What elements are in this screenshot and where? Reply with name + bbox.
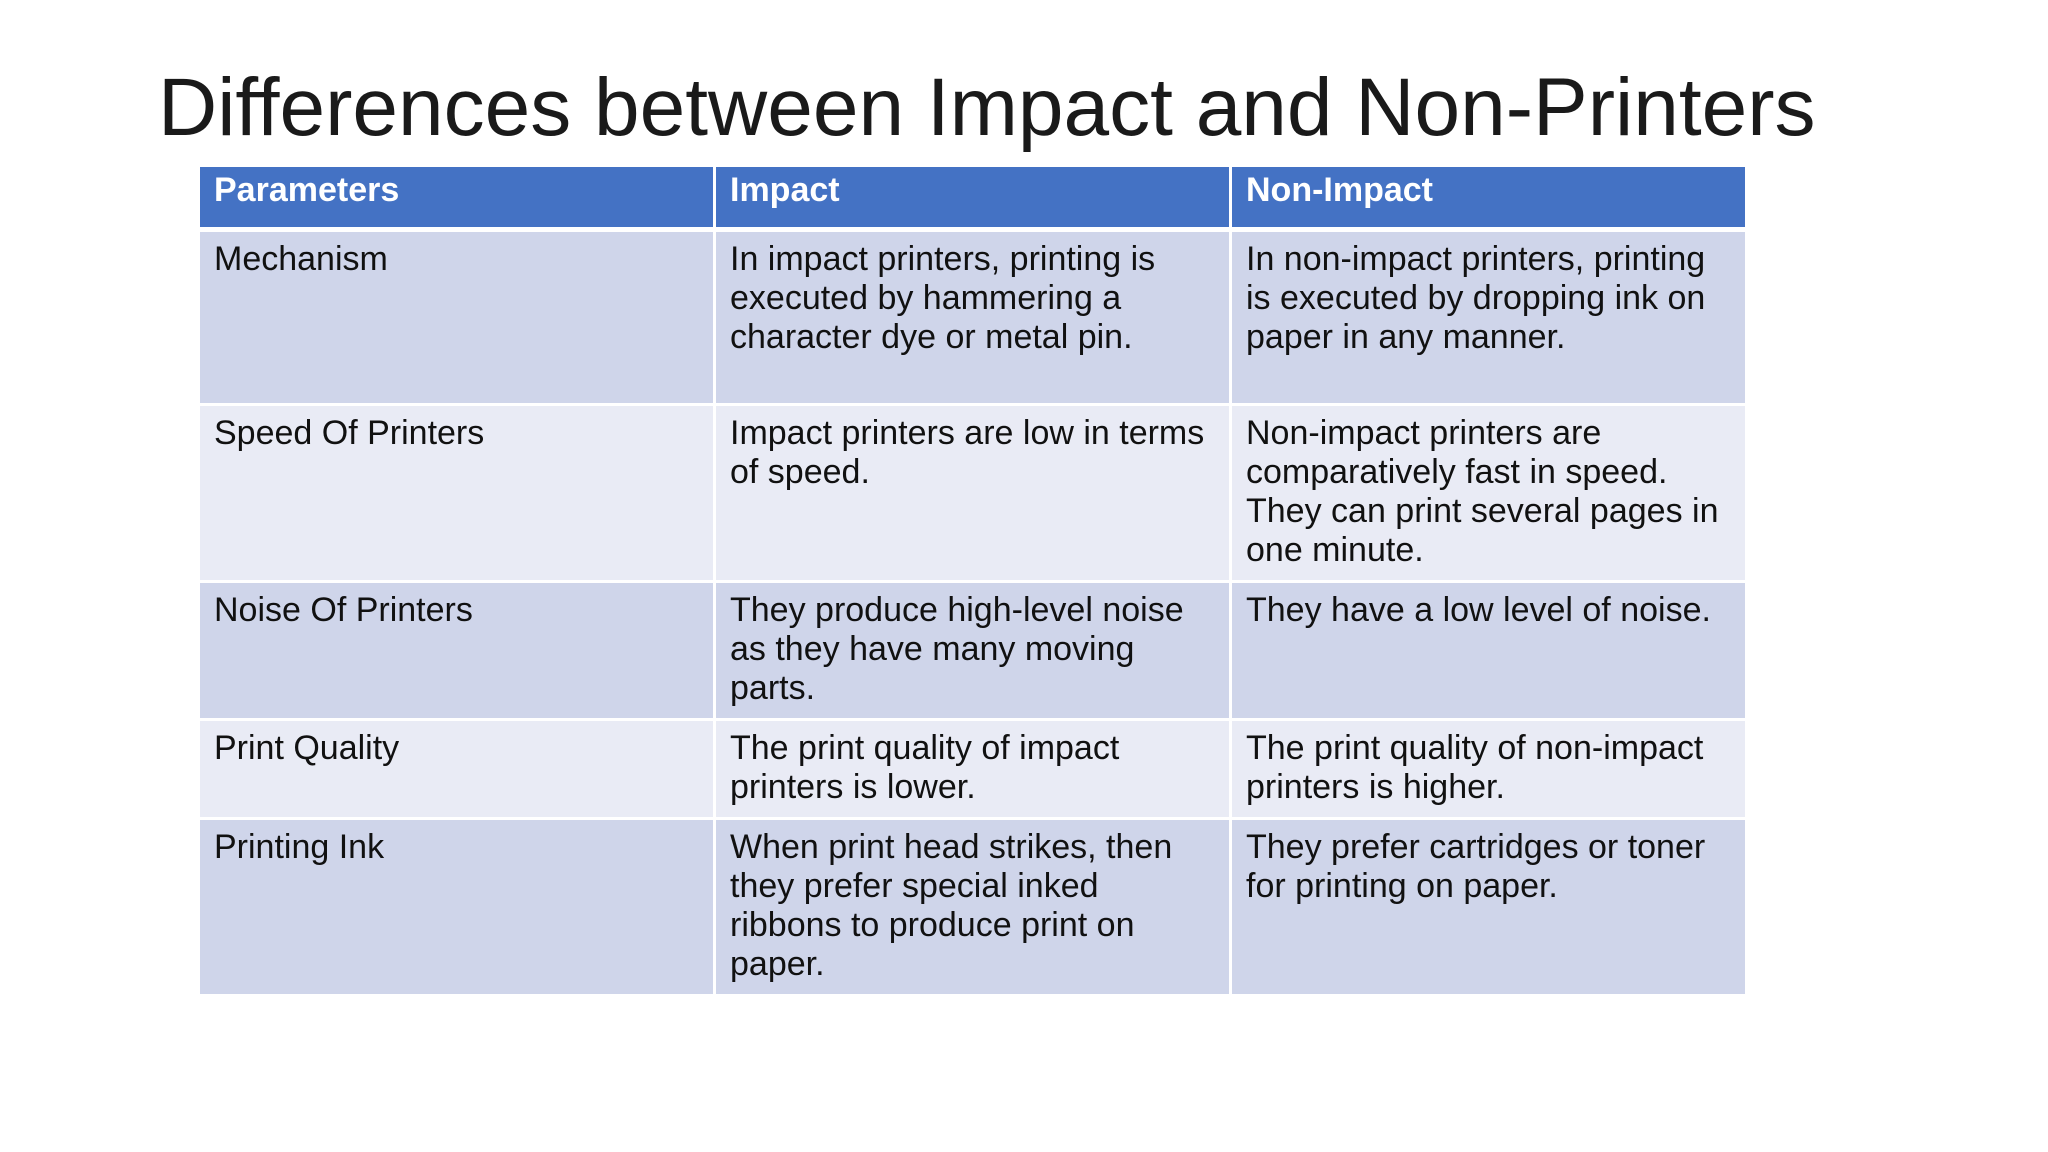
slide-title: Differences between Impact and Non-Print… [158,62,1816,153]
cell-impact: Impact printers are low in terms of spee… [713,403,1232,583]
cell-parameter: Mechanism [197,228,716,406]
table-header-row: Parameters Impact Non-Impact [197,164,1748,232]
header-parameters: Parameters [197,164,716,232]
cell-parameter: Noise Of Printers [197,580,716,721]
header-impact: Impact [713,164,1232,232]
cell-parameter: Speed Of Printers [197,403,716,583]
cell-non-impact: The print quality of non-impact printers… [1229,718,1748,820]
comparison-table: Parameters Impact Non-Impact Mechanism I… [197,164,1748,997]
cell-non-impact: They have a low level of noise. [1229,580,1748,721]
cell-impact: When print head strikes, then they prefe… [713,817,1232,997]
cell-non-impact: They prefer cartridges or toner for prin… [1229,817,1748,997]
cell-non-impact: In non-impact printers, printing is exec… [1229,228,1748,406]
table-row: Mechanism In impact printers, printing i… [197,228,1748,406]
table-row: Printing Ink When print head strikes, th… [197,817,1748,997]
table-row: Speed Of Printers Impact printers are lo… [197,403,1748,583]
cell-impact: The print quality of impact printers is … [713,718,1232,820]
table-row: Noise Of Printers They produce high-leve… [197,580,1748,721]
cell-non-impact: Non-impact printers are comparatively fa… [1229,403,1748,583]
cell-parameter: Printing Ink [197,817,716,997]
cell-parameter: Print Quality [197,718,716,820]
header-non-impact: Non-Impact [1229,164,1748,232]
cell-impact: In impact printers, printing is executed… [713,228,1232,406]
cell-impact: They produce high-level noise as they ha… [713,580,1232,721]
table-row: Print Quality The print quality of impac… [197,718,1748,820]
